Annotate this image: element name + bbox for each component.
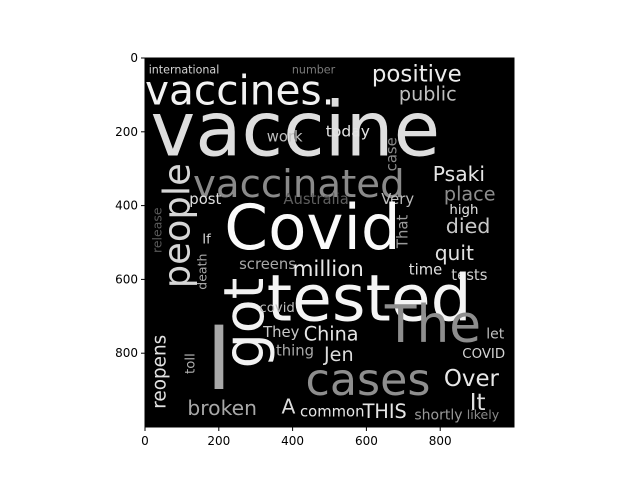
- word-6: work: [267, 129, 303, 146]
- axes-frame: [144, 57, 515, 428]
- image-background: [145, 58, 514, 427]
- axes: 0 200 400 600 800 0 200 400 600 800: [115, 51, 515, 448]
- word-41: Over: [444, 366, 500, 392]
- word-13: post: [189, 191, 221, 208]
- word-35: reopens: [149, 335, 170, 409]
- word-44: broken: [187, 396, 257, 420]
- word-48: shortly: [414, 408, 462, 424]
- x-tick-label-3: 600: [355, 434, 378, 448]
- word-9: vaccinated: [193, 162, 405, 207]
- word-7: today: [326, 123, 370, 141]
- word-25: time: [409, 261, 442, 278]
- word-30: covid: [259, 301, 294, 316]
- word-16: high: [449, 203, 478, 218]
- word-14: Australia: [283, 191, 348, 208]
- word-17: Covid: [224, 191, 400, 264]
- word-18: died: [446, 214, 491, 238]
- y-tick-label-4: 800: [115, 346, 138, 360]
- word-2: positive: [372, 61, 462, 87]
- x-tick-label-0: 0: [141, 434, 149, 448]
- word-38: thing: [276, 343, 314, 360]
- word-45: A: [282, 394, 296, 418]
- word-32: China: [304, 323, 359, 346]
- word-4: public: [399, 83, 457, 106]
- word-0: international: [149, 63, 220, 76]
- x-tick-label-1: 200: [207, 434, 230, 448]
- word-33: The: [384, 295, 481, 355]
- word-31: They: [262, 324, 300, 341]
- word-27: death: [195, 254, 210, 290]
- word-28: got: [213, 278, 277, 369]
- word-21: If: [202, 233, 211, 248]
- word-47: THIS: [362, 400, 407, 423]
- word-22: quit: [435, 241, 474, 265]
- y-tick-label-3: 600: [115, 272, 138, 286]
- word-39: Jen: [323, 343, 354, 366]
- word-40: COVID: [462, 347, 505, 362]
- word-26: tests: [451, 267, 487, 284]
- word-42: cases: [306, 355, 431, 406]
- word-11: Psaki: [433, 162, 485, 186]
- word-19: That: [395, 215, 412, 249]
- x-tick-label-4: 800: [429, 434, 452, 448]
- plot-area: international number positive vaccines. publ…: [145, 58, 514, 427]
- word-36: toll: [183, 353, 198, 374]
- y-tick-label-1: 200: [115, 125, 138, 139]
- word-34: let: [486, 326, 505, 342]
- word-46: common: [300, 403, 364, 420]
- word-20: release: [150, 207, 165, 253]
- word-layer: international number positive vaccines. publ…: [145, 61, 505, 423]
- word-12: place: [444, 182, 496, 205]
- word-43: It: [470, 390, 486, 416]
- y-tick-label-2: 400: [115, 199, 138, 213]
- word-23: screens: [239, 256, 296, 273]
- word-1: number: [292, 63, 336, 76]
- word-3: vaccines.: [145, 66, 335, 114]
- y-tick-label-0: 0: [130, 51, 138, 65]
- word-37: I: [206, 307, 232, 410]
- word-49: likely: [467, 407, 500, 422]
- word-15: Very: [381, 191, 414, 208]
- word-8: case: [384, 137, 401, 171]
- word-29: tested: [267, 262, 472, 337]
- word-5: vaccine: [151, 86, 441, 174]
- word-24: million: [293, 257, 364, 282]
- x-tick-label-2: 400: [281, 434, 304, 448]
- word-10: people: [155, 163, 198, 288]
